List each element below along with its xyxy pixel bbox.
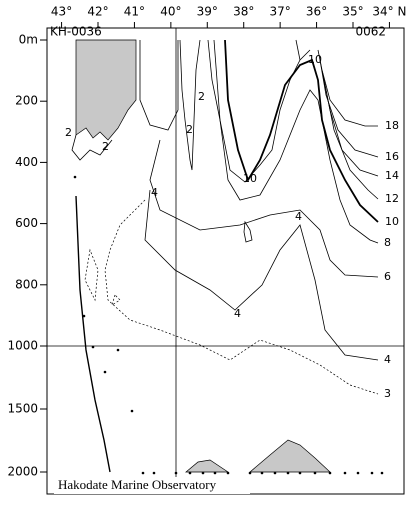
x-tick-label: 42° [87, 5, 108, 19]
shaded-area [75, 39, 137, 141]
y-tick-label: 1500 [7, 402, 38, 416]
contour-line [84, 248, 99, 302]
contour-label: 4 [234, 307, 241, 320]
x-tick-label: 38° [233, 5, 254, 19]
y-tick-label: 2000 [7, 465, 38, 479]
contour-line [323, 79, 379, 200]
contour-label: 18 [385, 119, 399, 132]
station-last: 0062 [355, 25, 386, 39]
contour-label: 10 [243, 172, 257, 185]
station-dots [73, 175, 384, 475]
contour-label: 2 [186, 123, 193, 136]
contour-label: 3 [384, 387, 391, 400]
contour-line [319, 59, 379, 158]
x-tick-label: 37° [270, 5, 291, 19]
shaded-area [185, 459, 230, 473]
contour-label: 4 [151, 186, 158, 199]
y-tick-label: 0m [19, 33, 38, 47]
contour-label: 8 [384, 236, 391, 249]
y-tick-label: 800 [15, 277, 38, 291]
contour-line [179, 39, 201, 171]
contour-line [144, 189, 379, 361]
contour-label: 10 [308, 53, 322, 66]
contours [47, 28, 404, 494]
x-tick-label: 43° [51, 5, 72, 19]
x-tick-label: 40° [160, 5, 181, 19]
credit-box [54, 477, 250, 494]
credit: Hakodate Marine Observatory [58, 477, 217, 492]
profile-line [75, 195, 111, 473]
contour-label: 12 [385, 192, 399, 205]
x-tick-label: 35° [342, 5, 363, 19]
contour-label: 16 [385, 150, 399, 163]
contour-line [224, 39, 379, 223]
contour-label: 2 [65, 126, 72, 139]
contour-line [111, 294, 121, 306]
contour-label: 6 [384, 270, 391, 283]
contour-line [243, 220, 253, 243]
x-tick-label: 34° N [372, 5, 406, 19]
contour-label: 10 [385, 215, 399, 228]
contour-label: 4 [295, 210, 302, 223]
contour-label: 14 [385, 169, 399, 182]
contour-line [317, 49, 378, 127]
y-tick-label: 400 [15, 155, 38, 169]
shaded-area [249, 439, 331, 473]
contour-labels: 18 16 14 12 10 8 6 4 3 2 2 2 2 4 10 10 4… [65, 53, 399, 400]
y-tick-label: 200 [15, 94, 38, 108]
x-tick-label: 41° [124, 5, 145, 19]
x-tick-label: 39° [197, 5, 218, 19]
contour-line [149, 139, 379, 278]
contour-line [295, 39, 301, 61]
contour-label: 4 [384, 353, 391, 366]
contour-line [139, 40, 179, 131]
x-tick-label: 36° [306, 5, 327, 19]
station-first: KH-0036 [50, 25, 102, 39]
contour-line [71, 134, 113, 161]
contour-line [104, 199, 379, 395]
contour-label: 2 [198, 90, 205, 103]
contour-label: 2 [102, 140, 109, 153]
y-tick-label: 600 [15, 216, 38, 230]
y-tick-label: 1000 [7, 339, 38, 353]
contour-line [213, 39, 379, 244]
